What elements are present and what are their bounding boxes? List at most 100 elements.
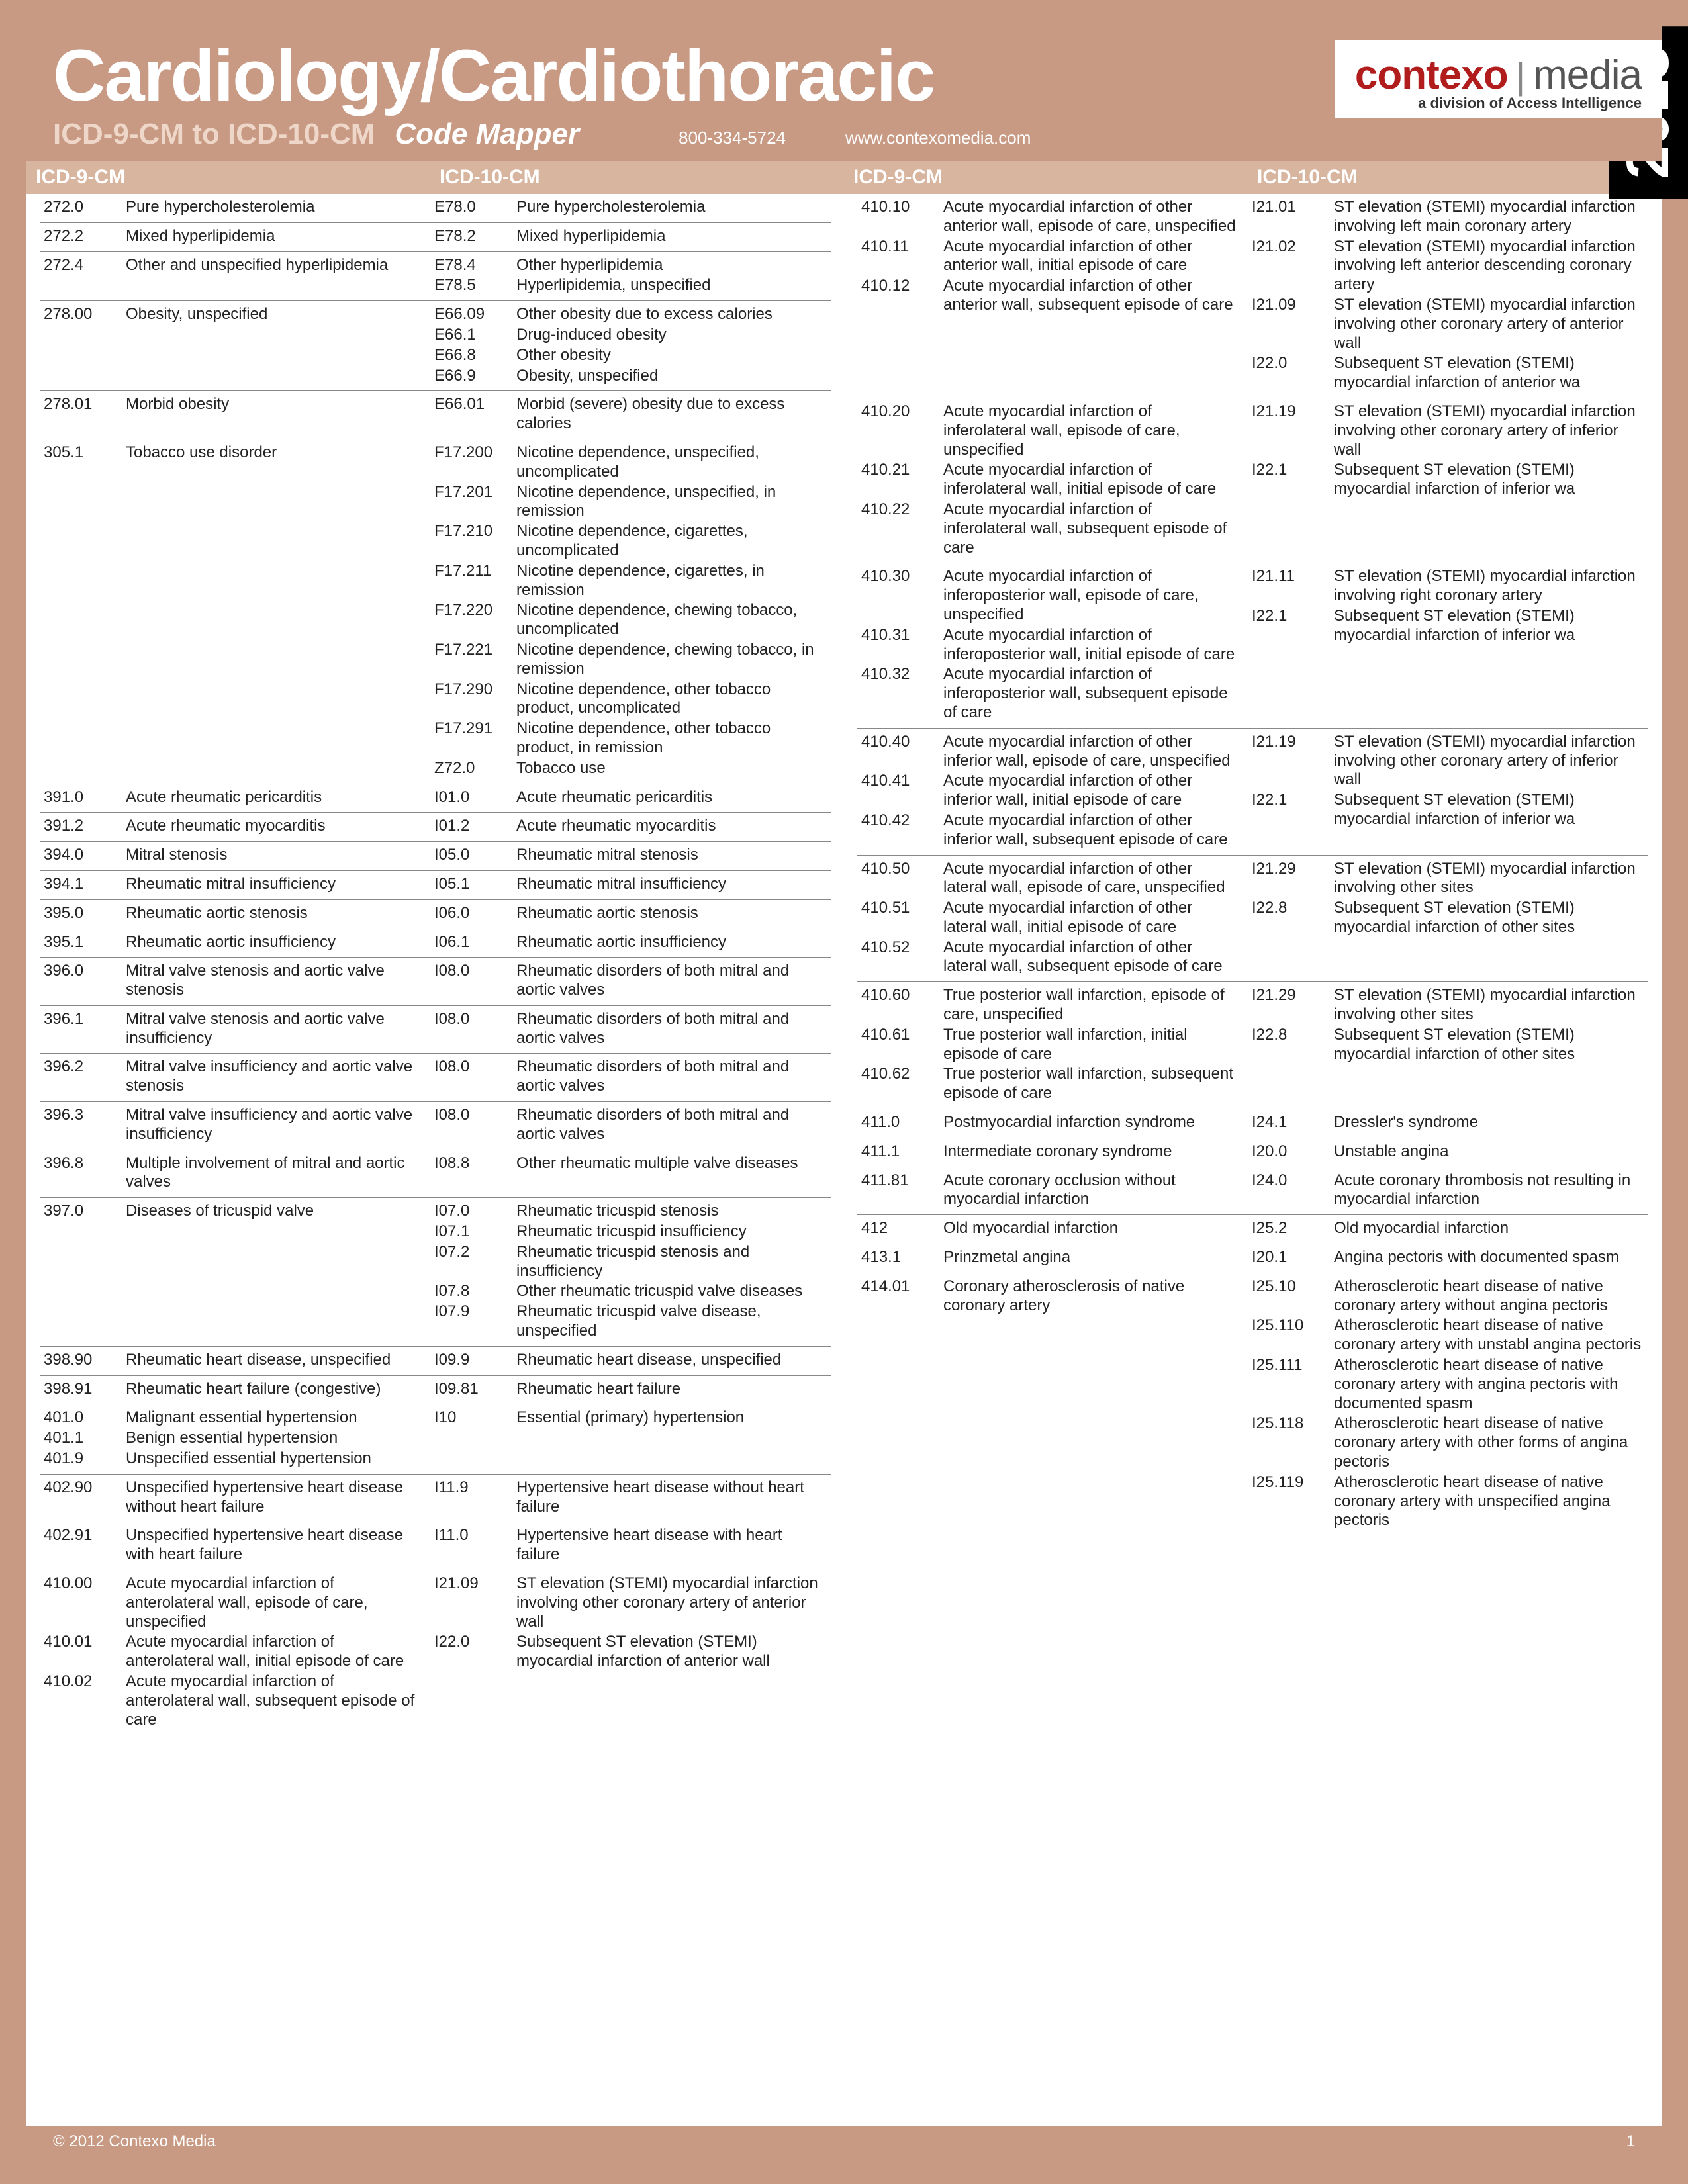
- icd10-desc: Nicotine dependence, unspecified, uncomp…: [516, 443, 831, 482]
- subtitle-left: ICD-9-CM to ICD-10-CM: [53, 118, 375, 151]
- icd10-desc: Rheumatic tricuspid stenosis and insuffi…: [516, 1243, 831, 1281]
- code-group: 410.60True posterior wall infarction, ep…: [857, 982, 1648, 1109]
- icd9-row: 410.12Acute myocardial infarction of oth…: [857, 277, 1241, 315]
- icd10-desc: Rheumatic disorders of both mitral and a…: [516, 1106, 831, 1144]
- icd10-code: I22.1: [1248, 791, 1334, 829]
- icd10-row: I08.0Rheumatic disorders of both mitral …: [430, 1058, 831, 1096]
- icd10-code: I25.118: [1248, 1414, 1334, 1471]
- logo-separator: |: [1516, 54, 1526, 97]
- icd10-desc: ST elevation (STEMI) myocardial infarcti…: [1334, 733, 1648, 790]
- icd10-code: I05.0: [430, 846, 516, 865]
- icd10-row: E66.9Obesity, unspecified: [430, 367, 831, 386]
- icd9-row: 272.0Pure hypercholesterolemia: [40, 198, 424, 217]
- icd10-code: E78.5: [430, 276, 516, 295]
- icd9-desc: Other and unspecified hyperlipidemia: [126, 256, 424, 275]
- icd10-desc: Subsequent ST elevation (STEMI) myocardi…: [1334, 899, 1648, 937]
- code-group: 412Old myocardial infarctionI25.2Old myo…: [857, 1215, 1648, 1244]
- code-group: 410.00Acute myocardial infarction of ant…: [40, 1570, 831, 1735]
- icd9-row: 278.00Obesity, unspecified: [40, 305, 424, 324]
- icd9-row: 401.9Unspecified essential hypertension: [40, 1449, 424, 1469]
- icd9-row: 410.31Acute myocardial infarction of inf…: [857, 626, 1241, 664]
- icd10-desc: Other rheumatic tricuspid valve diseases: [516, 1282, 831, 1301]
- icd9-code: 410.41: [857, 772, 943, 810]
- icd10-row: I21.19ST elevation (STEMI) myocardial in…: [1248, 402, 1648, 459]
- icd9-row: 410.30Acute myocardial infarction of inf…: [857, 567, 1241, 624]
- icd9-code: 394.1: [40, 875, 126, 894]
- page: 2013 Cardiology/Cardiothoracic ICD-9-CM …: [0, 0, 1688, 2184]
- col-header-icd10: ICD-10-CM: [1248, 161, 1662, 194]
- icd9-row: 398.91Rheumatic heart failure (congestiv…: [40, 1380, 424, 1399]
- icd10-code: I22.0: [430, 1633, 516, 1671]
- icd10-row: I08.0Rheumatic disorders of both mitral …: [430, 1106, 831, 1144]
- icd9-row: 391.0Acute rheumatic pericarditis: [40, 788, 424, 807]
- icd10-row: I21.02ST elevation (STEMI) myocardial in…: [1248, 238, 1648, 295]
- icd10-code: E78.0: [430, 198, 516, 217]
- icd10-desc: ST elevation (STEMI) myocardial infarcti…: [516, 1574, 831, 1631]
- icd9-row: 410.32Acute myocardial infarction of inf…: [857, 665, 1241, 722]
- icd9-desc: Acute myocardial infarction of inferolat…: [943, 461, 1241, 499]
- icd9-code: 410.11: [857, 238, 943, 276]
- code-group: 395.0Rheumatic aortic stenosisI06.0Rheum…: [40, 900, 831, 929]
- icd9-row: 396.3Mitral valve insufficiency and aort…: [40, 1106, 424, 1144]
- icd10-desc: Dressler's syndrome: [1334, 1113, 1648, 1132]
- icd9-code: 401.9: [40, 1449, 126, 1469]
- icd9-row: 413.1Prinzmetal angina: [857, 1248, 1241, 1267]
- icd10-row: I25.118Atherosclerotic heart disease of …: [1248, 1414, 1648, 1471]
- icd9-code: 410.51: [857, 899, 943, 937]
- icd10-code: I22.8: [1248, 899, 1334, 937]
- icd10-desc: Angina pectoris with documented spasm: [1334, 1248, 1648, 1267]
- icd10-row: I21.09ST elevation (STEMI) myocardial in…: [1248, 296, 1648, 353]
- icd10-row: I07.9Rheumatic tricuspid valve disease, …: [430, 1302, 831, 1341]
- icd10-code: I25.119: [1248, 1473, 1334, 1530]
- icd10-code: I21.09: [430, 1574, 516, 1631]
- content-area: 2013 Cardiology/Cardiothoracic ICD-9-CM …: [26, 26, 1662, 2158]
- icd9-code: 410.02: [40, 1672, 126, 1729]
- icd9-code: 410.30: [857, 567, 943, 624]
- icd10-row: I07.1Rheumatic tricuspid insufficiency: [430, 1222, 831, 1242]
- icd10-code: I25.10: [1248, 1277, 1334, 1316]
- icd10-row: I22.1Subsequent ST elevation (STEMI) myo…: [1248, 607, 1648, 645]
- icd9-row: 402.91Unspecified hypertensive heart dis…: [40, 1526, 424, 1565]
- icd9-desc: Obesity, unspecified: [126, 305, 424, 324]
- icd10-row: I21.01ST elevation (STEMI) myocardial in…: [1248, 198, 1648, 236]
- code-group: 278.01Morbid obesityE66.01Morbid (severe…: [40, 391, 831, 439]
- code-group: 401.0Malignant essential hypertension401…: [40, 1404, 831, 1474]
- icd9-desc: Acute myocardial infarction of other inf…: [943, 772, 1241, 810]
- icd9-code: 395.1: [40, 933, 126, 952]
- icd9-desc: Acute rheumatic pericarditis: [126, 788, 424, 807]
- icd10-row: I08.8Other rheumatic multiple valve dise…: [430, 1154, 831, 1173]
- code-group: 410.30Acute myocardial infarction of inf…: [857, 563, 1648, 728]
- icd10-code: I10: [430, 1408, 516, 1428]
- icd10-code: I20.0: [1248, 1142, 1334, 1161]
- icd10-row: E66.01Morbid (severe) obesity due to exc…: [430, 395, 831, 433]
- icd9-desc: Benign essential hypertension: [126, 1429, 424, 1448]
- icd9-row: 411.81Acute coronary occlusion without m…: [857, 1171, 1241, 1210]
- icd9-row: 272.4Other and unspecified hyperlipidemi…: [40, 256, 424, 275]
- icd10-code: I07.2: [430, 1243, 516, 1281]
- col-header-icd10: ICD-10-CM: [430, 161, 844, 194]
- copyright: © 2012 Contexo Media: [53, 2132, 216, 2151]
- icd10-code: E66.1: [430, 326, 516, 345]
- icd10-row: I25.2Old myocardial infarction: [1248, 1219, 1648, 1238]
- icd9-desc: Malignant essential hypertension: [126, 1408, 424, 1428]
- icd9-code: 272.4: [40, 256, 126, 275]
- code-group: 398.90Rheumatic heart disease, unspecifi…: [40, 1347, 831, 1376]
- footer: © 2012 Contexo Media 1: [26, 2126, 1662, 2158]
- icd10-code: E66.01: [430, 395, 516, 433]
- icd9-desc: Acute myocardial infarction of other ant…: [943, 277, 1241, 315]
- code-group: 411.81Acute coronary occlusion without m…: [857, 1167, 1648, 1216]
- icd10-desc: Tobacco use: [516, 759, 831, 778]
- icd10-desc: Rheumatic aortic stenosis: [516, 904, 831, 923]
- icd10-code: I22.8: [1248, 1026, 1334, 1064]
- icd10-code: I21.29: [1248, 860, 1334, 898]
- code-group: 402.90Unspecified hypertensive heart dis…: [40, 1475, 831, 1523]
- icd9-desc: Postmyocardial infarction syndrome: [943, 1113, 1241, 1132]
- icd10-desc: Rheumatic mitral stenosis: [516, 846, 831, 865]
- icd10-code: I11.9: [430, 1479, 516, 1517]
- icd9-desc: True posterior wall infarction, episode …: [943, 986, 1241, 1024]
- icd10-code: I07.1: [430, 1222, 516, 1242]
- icd10-desc: Atherosclerotic heart disease of native …: [1334, 1473, 1648, 1530]
- icd9-code: 410.21: [857, 461, 943, 499]
- icd10-desc: Atherosclerotic heart disease of native …: [1334, 1277, 1648, 1316]
- icd9-desc: True posterior wall infarction, subseque…: [943, 1065, 1241, 1103]
